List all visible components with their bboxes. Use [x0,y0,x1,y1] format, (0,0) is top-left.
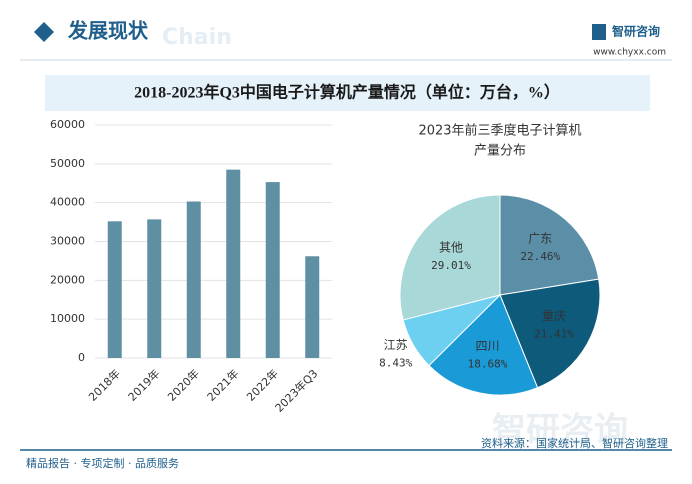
y-tick-label: 0 [78,351,85,364]
y-tick-label: 30000 [50,235,85,248]
logo-icon [592,24,606,40]
bar [107,221,122,358]
header-icon [34,22,54,42]
pie-value-label: 29.01% [431,259,471,272]
banner-title: 2018-2023年Q3中国电子计算机产量情况（单位：万台，%） [134,83,560,102]
header-watermark: Chain [162,25,232,50]
pie-label: 其他 [439,241,463,255]
footer-left: 精品报告 · 专项定制 · 品质服务 [26,456,179,470]
pie-label: 重庆 [542,309,566,323]
pie-value-label: 18.68% [468,358,508,371]
footer-right: 资料来源：国家统计局、智研咨询整理 [481,436,668,450]
bar [147,219,162,358]
pie-slice [499,194,600,296]
bar [226,169,241,358]
pie-label: 广东 [528,231,552,245]
bar [186,201,201,358]
pie-title: 产量分布 [474,144,526,159]
bar [305,256,320,358]
y-tick-label: 40000 [50,196,85,209]
bar [265,182,280,358]
pie-value-label: 8.43% [379,356,412,369]
pie-label: 江苏 [384,338,408,352]
y-tick-label: 10000 [50,312,85,325]
footer-watermark: 智研咨询 [492,411,628,451]
header-title: 发展现状 [67,19,149,43]
pie-title: 2023年前三季度电子计算机 [418,123,581,139]
pie-slice [399,194,501,321]
pie-value-label: 21.41% [534,327,574,340]
pie-slice [428,294,539,396]
pie-value-label: 22.46% [520,250,560,263]
banner-bg [45,75,650,111]
y-tick-label: 60000 [50,118,85,131]
pie-slice [499,278,601,389]
url: www.chyxx.com [593,48,666,58]
brand: 智研咨询 [611,24,660,39]
pie-label: 四川 [476,339,500,353]
y-tick-label: 50000 [50,157,85,170]
y-tick-label: 20000 [50,273,85,286]
